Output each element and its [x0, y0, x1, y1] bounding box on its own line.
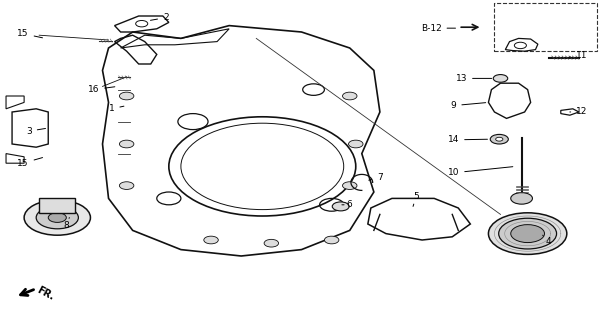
Text: B-12: B-12 — [421, 24, 455, 33]
Text: 6: 6 — [342, 200, 353, 209]
Circle shape — [332, 202, 349, 211]
Circle shape — [496, 137, 503, 141]
Text: 10: 10 — [447, 167, 513, 177]
Circle shape — [24, 200, 90, 235]
Circle shape — [119, 182, 134, 189]
Text: 9: 9 — [450, 101, 485, 110]
Circle shape — [119, 92, 134, 100]
Text: 13: 13 — [455, 74, 491, 83]
Text: 3: 3 — [26, 127, 45, 136]
Circle shape — [36, 206, 78, 229]
Circle shape — [511, 193, 532, 204]
Text: 7: 7 — [368, 173, 383, 182]
Text: 2: 2 — [151, 13, 169, 22]
Circle shape — [493, 75, 508, 82]
Circle shape — [488, 213, 567, 254]
Circle shape — [48, 213, 66, 222]
Text: 12: 12 — [570, 107, 587, 116]
Circle shape — [511, 225, 545, 243]
Bar — [494, 3, 597, 51]
Text: 11: 11 — [570, 51, 588, 60]
FancyBboxPatch shape — [39, 198, 75, 213]
Circle shape — [119, 140, 134, 148]
Circle shape — [264, 239, 279, 247]
Circle shape — [204, 236, 218, 244]
Circle shape — [499, 218, 557, 249]
Text: 16: 16 — [87, 85, 115, 94]
Text: 15: 15 — [17, 157, 43, 168]
Circle shape — [490, 134, 508, 144]
Circle shape — [343, 92, 357, 100]
Text: 14: 14 — [448, 135, 487, 144]
Text: FR.: FR. — [35, 285, 55, 302]
Text: 1: 1 — [109, 104, 124, 113]
Text: 8: 8 — [63, 218, 69, 230]
Circle shape — [349, 140, 363, 148]
Circle shape — [324, 236, 339, 244]
Circle shape — [343, 182, 357, 189]
Text: 15: 15 — [17, 29, 42, 38]
Text: 5: 5 — [413, 192, 419, 206]
Text: 4: 4 — [543, 235, 552, 246]
